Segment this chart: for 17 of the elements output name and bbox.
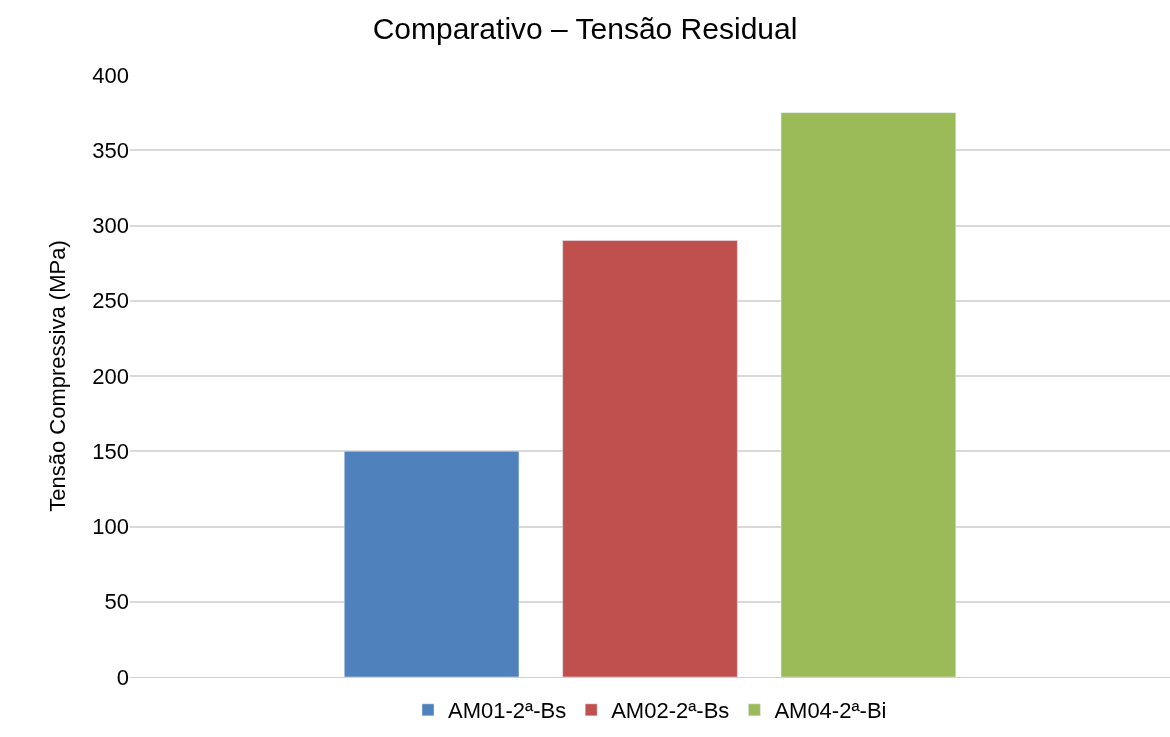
y-tick-label: 200 [92, 363, 129, 389]
y-tick-label: 300 [92, 213, 129, 239]
y-tick-label: 150 [92, 438, 129, 464]
bar [343, 451, 520, 677]
y-tick-label: 250 [92, 288, 129, 314]
y-tick-label: 50 [104, 589, 129, 615]
y-tick-label: 350 [92, 137, 129, 163]
bar [562, 240, 738, 677]
chart-title: Comparativo – Tensão Residual [372, 12, 798, 46]
legend-label: AM04-2ª-Bi [774, 698, 887, 724]
y-tick-label: 100 [92, 514, 129, 540]
legend-label: AM02-2ª-Bs [611, 698, 730, 724]
y-tick-label: 0 [116, 664, 129, 690]
bar [780, 112, 957, 677]
y-axis-title: Tensão Compressiva (MPa) [45, 240, 71, 512]
legend-label: AM01-2ª-Bs [448, 698, 567, 724]
y-tick-label: 400 [92, 62, 129, 88]
